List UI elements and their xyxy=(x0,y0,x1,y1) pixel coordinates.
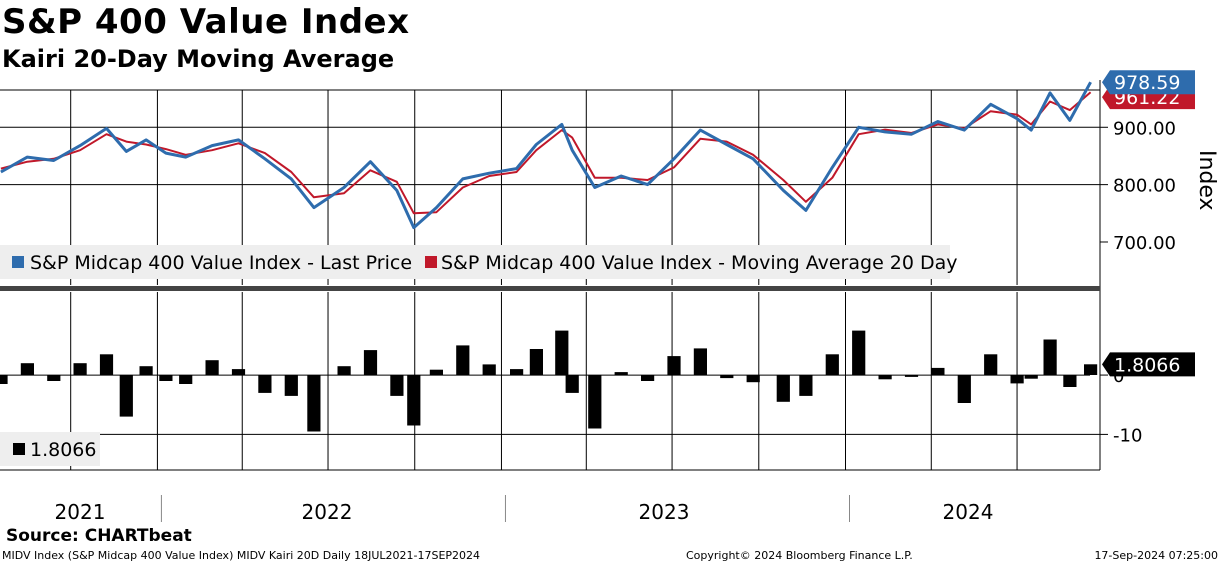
kairi-bar xyxy=(20,363,34,376)
price-tick-label: 700.00 xyxy=(1113,233,1176,254)
kairi-bar xyxy=(159,375,173,381)
kairi-bar xyxy=(931,367,945,375)
price-legend-box xyxy=(0,245,950,279)
kairi-bar xyxy=(390,375,404,396)
kairi-bar xyxy=(73,363,87,376)
kairi-bar xyxy=(205,360,219,375)
kairi-bars xyxy=(0,330,1098,432)
kairi-bar xyxy=(984,354,998,376)
kairi-bar xyxy=(456,345,470,376)
kairi-bar xyxy=(1043,339,1057,376)
kairi-tick-label: 0 xyxy=(1113,366,1124,387)
kairi-bar xyxy=(139,366,153,376)
price-axis-title: Index xyxy=(1194,150,1219,211)
last-price-value-tag: 978.59 xyxy=(1102,70,1195,95)
chart-title: S&P 400 Value Index xyxy=(2,2,410,42)
kairi-bar xyxy=(1010,375,1024,384)
price-tick-label: 800.00 xyxy=(1113,176,1176,197)
kairi-value-tag-shape xyxy=(1102,352,1195,377)
kairi-bar xyxy=(1024,375,1038,379)
kairi-bar xyxy=(47,375,61,381)
kairi-bar xyxy=(720,375,734,379)
panel-divider xyxy=(0,286,1100,291)
year-label: 2023 xyxy=(639,500,690,524)
kairi-bar xyxy=(337,366,351,376)
kairi-bar xyxy=(878,375,892,380)
legend-label-kairi: 1.8066 xyxy=(30,439,96,461)
footer-copyright: Copyright© 2024 Bloomberg Finance L.P. xyxy=(686,549,913,562)
kairi-bar xyxy=(119,375,133,417)
footer-description: MIDV Index (S&P Midcap 400 Value Index) … xyxy=(2,549,481,562)
kairi-bar xyxy=(99,354,114,376)
kairi-bar xyxy=(693,348,707,376)
kairi-bar xyxy=(284,375,298,396)
kairi-bar xyxy=(825,354,839,376)
year-label: 2022 xyxy=(302,500,353,524)
kairi-value-tag: 1.8066 xyxy=(1102,352,1195,377)
kairi-bar xyxy=(258,375,272,393)
price-tick-label: 900.00 xyxy=(1113,118,1176,139)
kairi-bar xyxy=(179,375,193,384)
legend-label-ma: S&P Midcap 400 Value Index - Moving Aver… xyxy=(441,252,958,274)
last-price-value-tag-shape xyxy=(1102,70,1195,95)
kairi-bar xyxy=(667,356,681,376)
kairi-bar xyxy=(307,375,321,432)
kairi-bar xyxy=(363,350,378,375)
footer-timestamp: 17-Sep-2024 07:25:00 xyxy=(1094,549,1218,562)
kairi-bar xyxy=(565,375,579,393)
kairi-bar xyxy=(482,364,496,376)
legend-swatch-kairi xyxy=(13,443,25,455)
kairi-bar xyxy=(510,369,524,375)
kairi-tick-label: -10 xyxy=(1113,425,1142,446)
last-price-value-tag-text: 978.59 xyxy=(1114,72,1180,94)
legend-swatch-price xyxy=(12,256,24,268)
kairi-bar xyxy=(776,375,790,402)
kairi-bar xyxy=(429,369,443,375)
year-label: 2021 xyxy=(55,500,106,524)
source-note: Source: CHARTbeat xyxy=(6,526,192,546)
kairi-bar xyxy=(904,375,919,377)
chart-subtitle: Kairi 20-Day Moving Average xyxy=(2,45,395,73)
kairi-bar xyxy=(852,330,866,376)
kairi-bar xyxy=(957,375,971,403)
kairi-bar xyxy=(555,330,569,376)
kairi-value-tag-text: 1.8066 xyxy=(1114,354,1180,376)
kairi-bar xyxy=(746,375,760,383)
kairi-bar xyxy=(614,372,628,376)
kairi-bar xyxy=(0,375,8,384)
legend-label-price: S&P Midcap 400 Value Index - Last Price xyxy=(30,252,412,274)
kairi-bar xyxy=(231,369,246,375)
kairi-bar xyxy=(529,349,543,376)
kairi-bar xyxy=(1063,375,1077,387)
kairi-bar xyxy=(407,375,421,426)
year-label: 2024 xyxy=(943,500,994,524)
kairi-bar xyxy=(799,375,813,396)
last-price-line xyxy=(0,81,1092,230)
kairi-bar xyxy=(641,375,655,381)
kairi-bar xyxy=(588,375,602,429)
legend-swatch-ma xyxy=(425,256,437,268)
kairi-bar xyxy=(1084,364,1098,375)
